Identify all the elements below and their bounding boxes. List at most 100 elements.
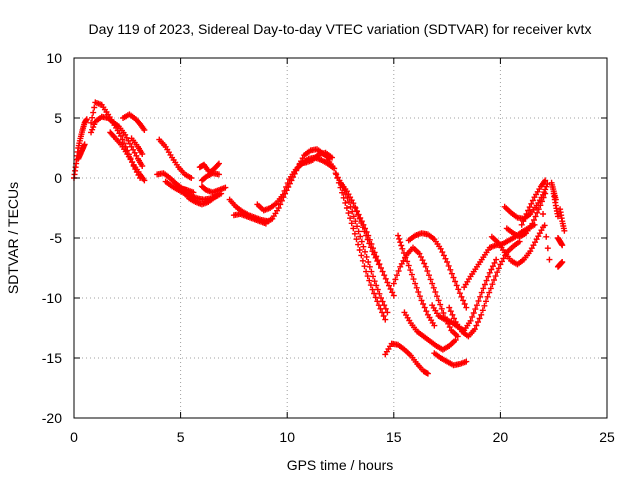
data-point: [528, 200, 535, 207]
data-point: [421, 304, 428, 311]
data-point: [282, 190, 289, 197]
data-point: [425, 272, 432, 279]
data-point: [424, 370, 431, 377]
data-point: [370, 245, 377, 252]
data-point: [408, 271, 415, 278]
data-point: [530, 217, 537, 223]
data-point: [366, 277, 373, 284]
chart-title: Day 119 of 2023, Sidereal Day-to-day VTE…: [89, 21, 592, 37]
data-point: [355, 241, 362, 248]
data-point: [380, 313, 387, 319]
data-point: [463, 304, 470, 311]
data-point: [478, 311, 485, 318]
data-point: [347, 215, 354, 222]
data-point: [378, 265, 385, 271]
data-point: [359, 257, 366, 264]
data-point: [350, 213, 357, 220]
data-point: [467, 317, 474, 324]
data-point: [395, 232, 402, 239]
series-34: [501, 181, 551, 222]
data-point: [358, 218, 365, 225]
data-point: [542, 190, 549, 197]
data-point: [529, 197, 536, 204]
series-16: [230, 211, 269, 227]
y-tick-label: -10: [42, 290, 62, 306]
data-point: [374, 286, 381, 293]
data-point: [540, 194, 547, 201]
data-point: [374, 298, 381, 305]
data-point: [348, 220, 355, 227]
data-point: [364, 273, 371, 280]
x-tick-label: 15: [386, 429, 402, 445]
y-tick-label: 0: [54, 170, 62, 186]
x-axis-label: GPS time / hours: [287, 457, 394, 473]
data-point: [277, 201, 284, 208]
data-point: [369, 286, 376, 293]
data-point: [379, 268, 386, 275]
data-point: [400, 250, 407, 256]
data-point: [526, 204, 533, 211]
data-point: [430, 284, 437, 291]
data-point: [537, 202, 544, 209]
data-point: [518, 221, 525, 228]
series-13: [198, 170, 222, 184]
data-point: [288, 177, 295, 184]
series-17: [254, 154, 338, 214]
data-point: [363, 253, 370, 260]
data-point: [377, 305, 384, 312]
data-point: [475, 319, 482, 325]
series-0: [71, 116, 90, 181]
data-point: [481, 281, 488, 288]
data-point: [450, 274, 457, 281]
data-point: [488, 266, 495, 273]
data-point: [559, 259, 566, 265]
data-point: [365, 259, 372, 265]
x-tick-label: 5: [177, 429, 185, 445]
data-point: [345, 210, 352, 217]
data-point: [375, 302, 382, 309]
data-point: [357, 233, 364, 240]
grid: [74, 58, 607, 418]
data-point: [141, 177, 148, 184]
data-point: [442, 255, 449, 262]
data-point: [399, 245, 406, 252]
data-point: [529, 220, 536, 227]
data-point: [416, 250, 423, 257]
series-38: [548, 179, 559, 203]
series-42: [540, 211, 553, 263]
data-point: [484, 293, 491, 300]
y-tick-label: 10: [46, 50, 62, 66]
series-23: [352, 205, 397, 299]
data-point: [357, 214, 364, 221]
data-point: [376, 261, 383, 268]
data-point: [373, 282, 380, 289]
series-1: [75, 141, 88, 162]
data-point: [88, 119, 95, 126]
data-point: [90, 109, 97, 116]
data-point: [413, 284, 420, 291]
data-point: [379, 309, 386, 316]
data-point: [495, 265, 502, 272]
series-7: [156, 136, 195, 181]
data-point: [487, 285, 494, 292]
data-point: [363, 229, 370, 235]
data-point: [353, 236, 360, 243]
data-point: [483, 298, 490, 305]
data-point: [446, 324, 453, 331]
data-point: [360, 221, 367, 228]
series-40: [554, 235, 566, 249]
x-tick-label: 25: [599, 429, 615, 445]
data-point: [371, 278, 378, 285]
data-point: [449, 311, 456, 318]
x-tick-label: 0: [70, 429, 78, 445]
data-point: [278, 197, 285, 204]
data-point: [293, 167, 300, 174]
data-point: [119, 136, 126, 143]
data-point: [89, 114, 96, 121]
data-point: [440, 310, 447, 316]
data-point: [483, 277, 490, 284]
series-8: [154, 170, 197, 196]
series-5: [120, 111, 148, 133]
data-point: [410, 276, 417, 283]
